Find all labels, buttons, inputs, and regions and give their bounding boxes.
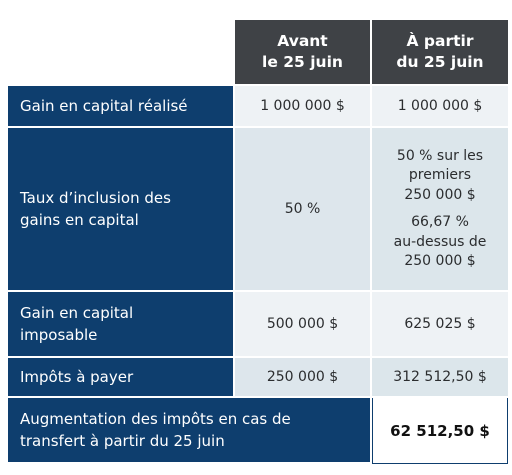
tax-comparison-table: Avant le 25 juin À partir du 25 juin Gai… <box>8 20 508 464</box>
row-value-before: 250 000 $ <box>235 358 372 398</box>
row-value-before: 500 000 $ <box>235 292 372 358</box>
table-row: Taux d’inclusion des gains en capital 50… <box>8 128 508 292</box>
row-value-before: 1 000 000 $ <box>235 86 372 128</box>
row-label-tax-increase: Augmentation des impôts en cas de transf… <box>8 398 372 464</box>
header-blank-cell <box>8 20 235 86</box>
row-label-inclusion-rate: Taux d’inclusion des gains en capital <box>8 128 235 292</box>
header-row: Avant le 25 juin À partir du 25 juin <box>8 20 508 86</box>
row-value-after: 1 000 000 $ <box>372 86 508 128</box>
row-value-tax-increase: 62 512,50 $ <box>372 398 508 464</box>
row-value-after: 312 512,50 $ <box>372 358 508 398</box>
header-after: À partir du 25 juin <box>372 20 508 86</box>
header-before-line-1: Avant <box>277 32 328 50</box>
row-value-before: 50 % <box>235 128 372 292</box>
row-label-realized-gain: Gain en capital réalisé <box>8 86 235 128</box>
header-before-line-2: le 25 juin <box>262 53 343 71</box>
table-row: Gain en capital imposable 500 000 $ 625 … <box>8 292 508 358</box>
header-after-line-1: À partir <box>406 32 474 50</box>
header-before: Avant le 25 juin <box>235 20 372 86</box>
table-row: Impôts à payer 250 000 $ 312 512,50 $ <box>8 358 508 398</box>
row-label-taxes-payable: Impôts à payer <box>8 358 235 398</box>
row-value-after: 625 025 $ <box>372 292 508 358</box>
table-row: Gain en capital réalisé 1 000 000 $ 1 00… <box>8 86 508 128</box>
row-label-taxable-gain: Gain en capital imposable <box>8 292 235 358</box>
header-after-line-2: du 25 juin <box>396 53 484 71</box>
table-row: Augmentation des impôts en cas de transf… <box>8 398 508 464</box>
row-value-after: 50 % sur les premiers 250 000 $ 66,67 % … <box>372 128 508 292</box>
